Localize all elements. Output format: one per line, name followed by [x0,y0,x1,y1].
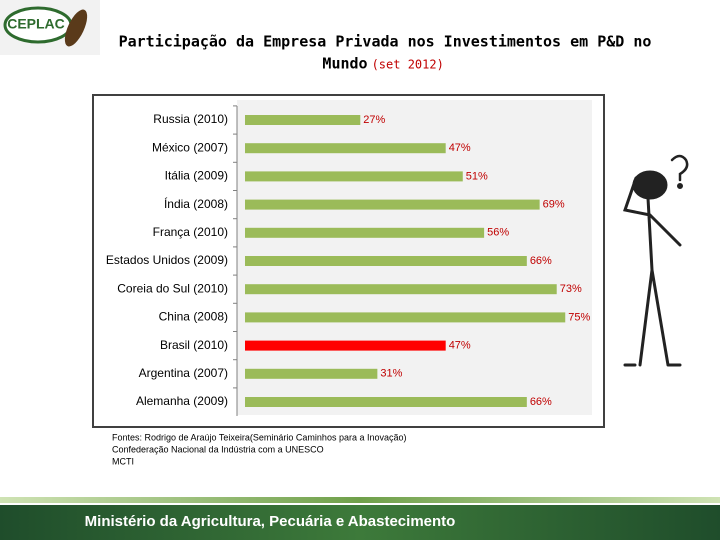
title-note: (set 2012) [372,58,444,72]
source: MCTI [112,456,134,466]
logo: CEPLAC [0,0,100,55]
footer-text: Ministério da Agricultura, Pecuária e Ab… [85,513,456,530]
bar [245,143,446,154]
data-label: 69% [543,199,565,211]
bar [245,256,527,266]
bar [245,227,485,238]
illustration [612,145,716,375]
bar [245,171,463,182]
source: Fontes: Rodrigo de Araújo Teixeira(Semin… [112,432,407,442]
y-tick-label: França (2010) [153,225,228,239]
chart-title: Mundo [322,55,367,73]
data-label: 47% [449,142,471,154]
y-tick-label: Brasil (2010) [160,338,228,352]
source: Confederação Nacional da Indústria com a… [112,444,324,454]
y-tick-label: México (2007) [152,140,228,154]
data-label: 51% [466,170,488,182]
y-tick-label: Coreia do Sul (2010) [117,281,228,295]
data-label: 56% [487,227,509,239]
bar [245,312,566,323]
bar [245,340,446,351]
chart-title: Participação da Empresa Privada nos Inve… [119,33,652,51]
bar [245,397,527,407]
footer-line [0,497,720,503]
bar [245,115,361,125]
bar [245,368,378,379]
y-tick-label: Argentina (2007) [139,366,228,380]
footer-band [0,505,720,540]
y-tick-label: Itália (2009) [165,169,228,183]
data-label: 66% [530,255,552,267]
logo-text: CEPLAC [7,16,65,32]
y-tick-label: Estados Unidos (2009) [106,253,228,267]
data-label: 27% [363,114,385,126]
data-label: 75% [568,311,590,323]
y-tick-label: Alemanha (2009) [136,394,228,408]
data-label: 66% [530,396,552,408]
bar [245,284,557,295]
y-tick-label: Índia (2008) [164,196,228,211]
data-label: 47% [449,340,471,352]
data-label: 31% [380,368,402,380]
data-label: 73% [560,283,582,295]
bar [245,199,540,210]
y-tick-label: China (2008) [159,310,228,324]
y-tick-label: Russia (2010) [153,112,228,126]
